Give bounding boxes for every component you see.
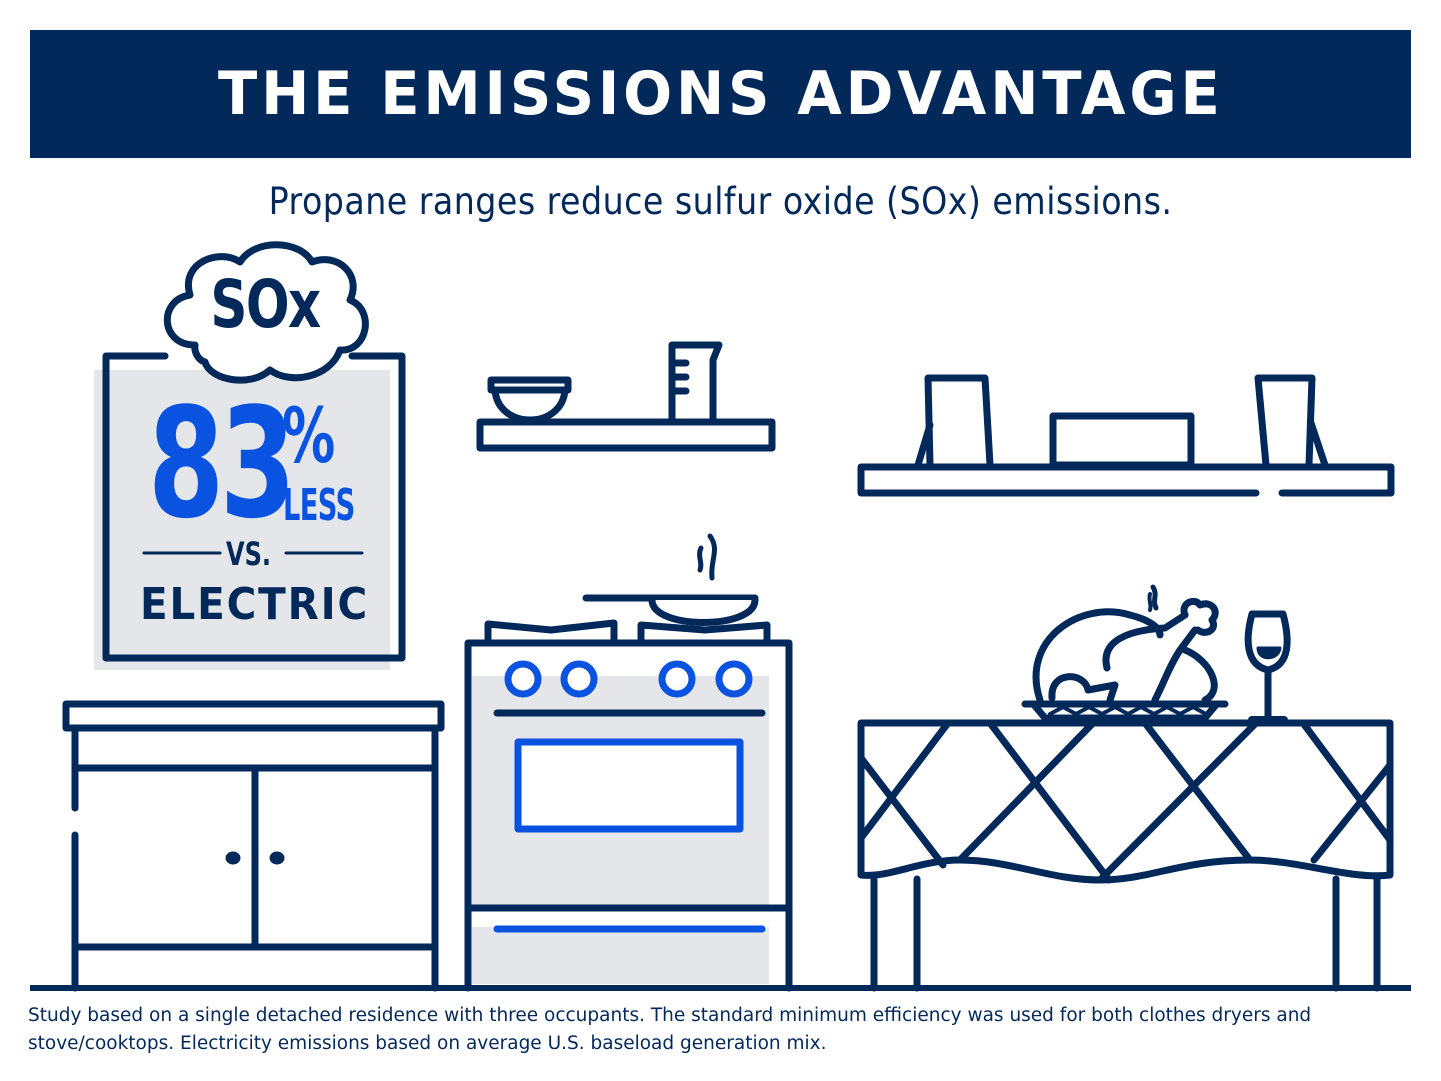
cloud-icon [163,241,369,384]
comparison-prefix: VS. [226,535,271,573]
stat-qualifier: LESS [283,480,355,531]
shelf-right [857,374,1395,497]
stat-panel [94,352,406,670]
base-cabinet [62,700,445,992]
dining-table [857,719,1394,992]
banner-title: THE EMISSIONS ADVANTAGE [217,59,1224,129]
sox-label: SOx [210,266,321,343]
stat-value: 83 [148,375,296,552]
wine-glass [1244,610,1291,724]
subtitle: Propane ranges reduce sulfur oxide (SOx)… [268,180,1173,223]
roast-turkey [1021,584,1229,722]
shelf-left [476,341,776,452]
stat-unit: % [282,391,336,480]
comparison-label: ELECTRIC [140,579,370,630]
range-controls [493,660,766,933]
title-banner: THE EMISSIONS ADVANTAGE [30,30,1411,158]
footnote: Study based on a single detached residen… [28,1005,1312,1054]
